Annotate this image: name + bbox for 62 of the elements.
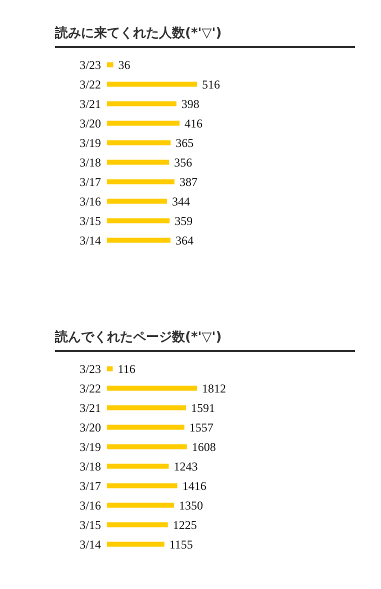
bar — [107, 502, 174, 508]
y-tick-label: 3/15 — [80, 214, 101, 228]
y-tick-label: 3/21 — [80, 96, 101, 111]
bar — [107, 424, 184, 430]
data-label: 516 — [202, 77, 220, 92]
bar — [107, 366, 113, 372]
data-label: 1243 — [174, 459, 198, 474]
bar — [107, 140, 171, 146]
data-label: 359 — [174, 214, 193, 228]
bar — [107, 522, 168, 528]
bar — [107, 198, 167, 204]
y-tick-label: 3/15 — [80, 518, 101, 532]
data-label: 1812 — [202, 381, 226, 396]
y-tick-label: 3/19 — [80, 440, 101, 454]
data-label: 344 — [172, 194, 190, 208]
data-label: 1350 — [179, 498, 204, 512]
data-label: 387 — [180, 174, 198, 189]
data-label: 116 — [118, 362, 136, 376]
y-tick-label: 3/22 — [80, 77, 101, 92]
y-tick-label: 3/23 — [80, 58, 101, 72]
y-tick-label: 3/21 — [80, 400, 101, 415]
chart-title: 読んでくれたページ数(*'▽') — [55, 328, 355, 352]
data-label: 364 — [175, 233, 194, 248]
data-label: 1591 — [191, 400, 216, 415]
y-tick-label: 3/22 — [80, 381, 101, 396]
bar — [107, 120, 180, 126]
chart-title: 読みに来てくれた人数(*'▽') — [55, 24, 355, 48]
bar — [107, 160, 170, 165]
data-label: 36 — [118, 58, 130, 72]
bar — [107, 444, 187, 450]
y-tick-label: 3/17 — [80, 478, 101, 493]
data-label: 398 — [181, 96, 200, 111]
y-tick-label: 3/20 — [80, 116, 101, 130]
bar — [107, 82, 197, 87]
bar — [107, 464, 169, 469]
y-tick-label: 3/18 — [80, 155, 101, 170]
y-tick-label: 3/17 — [80, 174, 101, 189]
y-tick-label: 3/16 — [80, 194, 101, 208]
bar — [107, 483, 178, 488]
data-label: 356 — [174, 155, 192, 170]
bar — [107, 179, 174, 184]
data-label: 1155 — [169, 537, 193, 552]
y-tick-label: 3/14 — [80, 537, 101, 552]
data-label: 1557 — [189, 420, 214, 434]
y-tick-label: 3/14 — [80, 233, 101, 248]
data-label: 365 — [176, 136, 194, 150]
bar — [107, 62, 114, 68]
data-label: 416 — [184, 116, 203, 130]
y-tick-label: 3/20 — [80, 420, 101, 434]
y-tick-label: 3/16 — [80, 498, 101, 512]
bar — [107, 238, 170, 243]
bar — [107, 542, 164, 547]
y-tick-label: 3/19 — [80, 136, 101, 150]
bar — [107, 101, 176, 106]
y-tick-label: 3/18 — [80, 459, 101, 474]
data-label: 1608 — [192, 440, 216, 454]
bar — [107, 386, 197, 391]
bar — [107, 218, 170, 224]
bar — [107, 405, 186, 410]
data-label: 1416 — [182, 478, 206, 493]
y-tick-label: 3/23 — [80, 362, 101, 376]
data-label: 1225 — [172, 518, 197, 532]
